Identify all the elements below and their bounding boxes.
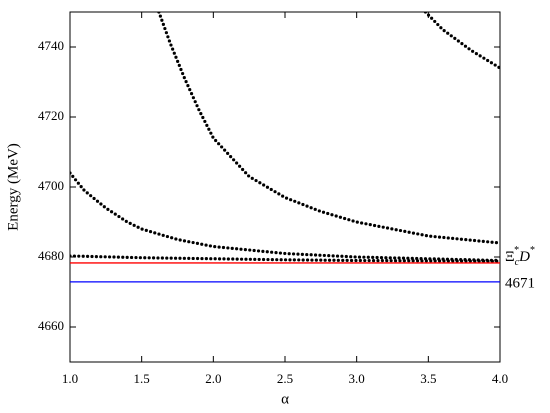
plot-frame [69,11,501,363]
threshold-label: Ξc*D* [505,245,535,268]
y-tick-label: 4680 [38,248,64,263]
y-tick-label: 4660 [38,318,64,333]
series-line [423,12,500,70]
y-tick-label: 4720 [38,108,64,123]
x-axis-label: α [281,391,289,407]
x-tick-label: 3.5 [420,371,436,386]
label-part: c [515,257,520,268]
x-tick-label: 2.0 [205,371,221,386]
x-tick-label: 3.0 [349,371,365,386]
x-tick-label: 2.5 [277,371,293,386]
binding-label: 4671 [505,275,535,291]
x-tick-label: 4.0 [492,371,508,386]
y-tick-label: 4700 [38,178,64,193]
label-part: D [518,249,530,265]
y-axis-label: Energy (MeV) [5,143,21,231]
label-part: * [530,245,535,256]
x-tick-label: 1.0 [62,371,78,386]
series-line [70,171,500,263]
label-part: Ξ [505,249,515,265]
x-tick-label: 1.5 [134,371,150,386]
label-part: * [514,245,519,256]
series-line [70,254,500,263]
series-line [157,12,500,245]
y-tick-label: 4740 [38,38,64,53]
